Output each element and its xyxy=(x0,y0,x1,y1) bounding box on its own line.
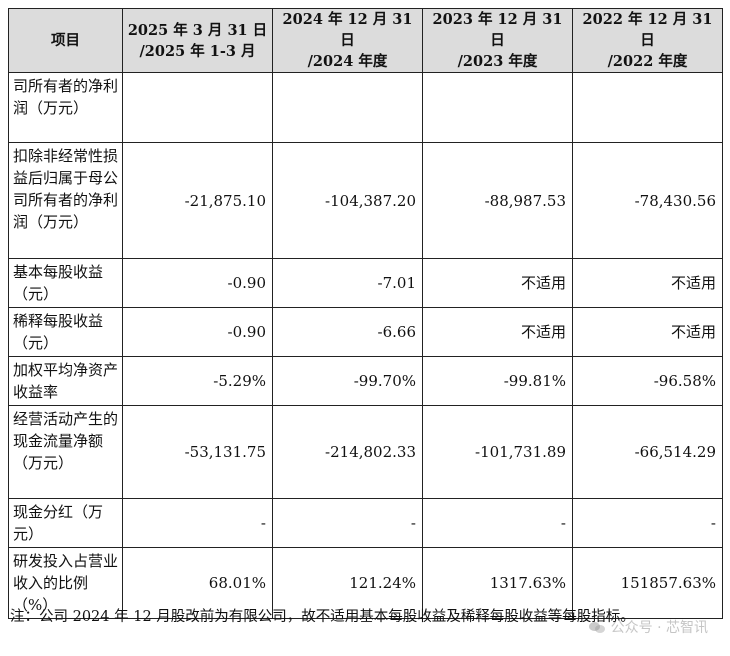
value-cell: -21,875.10 xyxy=(122,142,273,259)
value-cell: -101,731.89 xyxy=(422,405,573,499)
value-cell: - xyxy=(422,498,573,548)
value-cell: -104,387.20 xyxy=(272,142,423,259)
header-item-label: 项目 xyxy=(51,32,80,49)
value-cell xyxy=(422,72,573,143)
table-row: 加权平均净资产收益率 -5.29% -99.70% -99.81% -96.58… xyxy=(8,356,723,406)
value-cell: 不适用 xyxy=(572,307,723,357)
value-cell: -96.58% xyxy=(572,356,723,406)
value-cell xyxy=(122,72,273,143)
row-label: 扣除非经常性损益后归属于母公司所有者的净利润（万元） xyxy=(8,142,123,259)
header-2023-period: /2023 年度 xyxy=(457,53,538,70)
table-header-row: 项目 2025 年 3 月 31 日 /2025 年 1-3 月 2024 年 … xyxy=(8,8,723,73)
table-row: 司所有者的净利润（万元） xyxy=(8,72,723,143)
value-cell: -78,430.56 xyxy=(572,142,723,259)
header-2023-date: 2023 年 12 月 31 日 xyxy=(432,11,563,49)
chat-bubbles-icon xyxy=(588,621,605,634)
header-2024-date: 2024 年 12 月 31 日 xyxy=(282,11,413,49)
header-2022: 2022 年 12 月 31 日 /2022 年度 xyxy=(572,8,723,73)
value-cell: 不适用 xyxy=(422,258,573,308)
table-row: 经营活动产生的现金流量净额（万元） -53,131.75 -214,802.33… xyxy=(8,405,723,499)
table-footnote: 注：公司 2024 年 12 月股改前为有限公司，故不适用基本每股收益及稀释每股… xyxy=(10,609,635,625)
value-cell: 不适用 xyxy=(422,307,573,357)
header-2025q1-date: 2025 年 3 月 31 日 xyxy=(127,21,268,39)
row-label: 经营活动产生的现金流量净额（万元） xyxy=(8,405,123,499)
value-cell: -88,987.53 xyxy=(422,142,573,259)
table-row: 研发投入占营业收入的比例（%） 68.01% 121.24% 1317.63% … xyxy=(8,547,723,619)
value-cell: -99.70% xyxy=(272,356,423,406)
header-2025q1-period: /2025 年 1-3 月 xyxy=(139,42,256,60)
value-cell: -5.29% xyxy=(122,356,273,406)
row-label: 现金分红（万元） xyxy=(8,498,123,548)
header-2023: 2023 年 12 月 31 日 /2023 年度 xyxy=(422,8,573,73)
header-2022-period: /2022 年度 xyxy=(607,53,688,70)
row-label: 司所有者的净利润（万元） xyxy=(8,72,123,143)
value-cell: -53,131.75 xyxy=(122,405,273,499)
header-2024: 2024 年 12 月 31 日 /2024 年度 xyxy=(272,8,423,73)
financial-data-table-container: 项目 2025 年 3 月 31 日 /2025 年 1-3 月 2024 年 … xyxy=(8,8,723,619)
header-2025q1: 2025 年 3 月 31 日 /2025 年 1-3 月 xyxy=(122,8,273,73)
value-cell: -66,514.29 xyxy=(572,405,723,499)
row-label: 加权平均净资产收益率 xyxy=(8,356,123,406)
value-cell: -99.81% xyxy=(422,356,573,406)
row-label: 稀释每股收益（元） xyxy=(8,307,123,357)
value-cell: -0.90 xyxy=(122,307,273,357)
value-cell: -214,802.33 xyxy=(272,405,423,499)
value-cell: - xyxy=(122,498,273,548)
table-row: 基本每股收益（元） -0.90 -7.01 不适用 不适用 xyxy=(8,258,723,308)
financial-data-table: 项目 2025 年 3 月 31 日 /2025 年 1-3 月 2024 年 … xyxy=(8,8,723,619)
value-cell: - xyxy=(272,498,423,548)
table-row: 现金分红（万元） - - - - xyxy=(8,498,723,548)
value-cell xyxy=(272,72,423,143)
value-cell: 68.01% xyxy=(122,547,273,619)
header-2024-period: /2024 年度 xyxy=(307,53,388,70)
watermark-text: 公众号 · 芯智讯 xyxy=(610,620,708,636)
watermark: 公众号 · 芯智讯 xyxy=(588,617,708,637)
value-cell: 1317.63% xyxy=(422,547,573,619)
header-item: 项目 xyxy=(8,8,123,73)
value-cell: - xyxy=(572,498,723,548)
value-cell: 151857.63% xyxy=(572,547,723,619)
table-row: 扣除非经常性损益后归属于母公司所有者的净利润（万元） -21,875.10 -1… xyxy=(8,142,723,259)
table-row: 稀释每股收益（元） -0.90 -6.66 不适用 不适用 xyxy=(8,307,723,357)
value-cell: -7.01 xyxy=(272,258,423,308)
value-cell: 121.24% xyxy=(272,547,423,619)
value-cell: -6.66 xyxy=(272,307,423,357)
value-cell: -0.90 xyxy=(122,258,273,308)
value-cell: 不适用 xyxy=(572,258,723,308)
row-label: 研发投入占营业收入的比例（%） xyxy=(8,547,123,619)
value-cell xyxy=(572,72,723,143)
row-label: 基本每股收益（元） xyxy=(8,258,123,308)
header-2022-date: 2022 年 12 月 31 日 xyxy=(582,11,713,49)
